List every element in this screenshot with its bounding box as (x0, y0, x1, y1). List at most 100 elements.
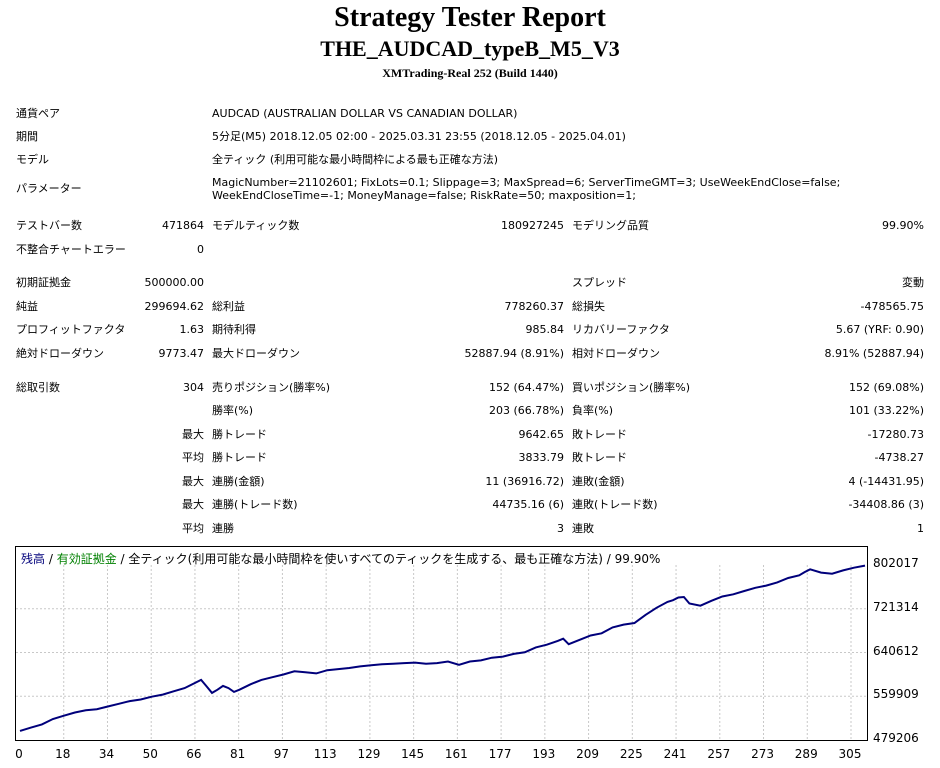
average-consec-prefix: 平均 (182, 522, 204, 535)
max-consec-profit-label: 連勝(トレード数) (212, 498, 298, 511)
gross-profit-label: 総利益 (212, 300, 245, 313)
max-consec-amount-prefix: 最大 (182, 498, 204, 511)
mismatch-value: 0 (197, 243, 204, 256)
gross-profit-value: 778260.37 (504, 300, 565, 313)
average-consec-wins-label: 連勝 (212, 522, 234, 535)
largest-win-label: 勝トレード (212, 428, 267, 441)
x-tick-label: 66 (186, 747, 202, 761)
loss-rate-label: 負率(%) (572, 404, 614, 417)
average-win-value: 3833.79 (518, 451, 565, 464)
model-ticks-value: 180927245 (501, 219, 564, 232)
relative-drawdown-value: 8.91% (52887.94) (824, 347, 924, 360)
period-value: 5分足(M5) 2018.12.05 02:00 - 2025.03.31 23… (212, 130, 626, 143)
params-line-2: WeekEndCloseTime=-1; MoneyManage=false; … (212, 189, 636, 202)
short-positions-label: 売りポジション(勝率%) (212, 381, 331, 394)
deposit-label: 初期証拠金 (16, 276, 71, 289)
max-consec-prefix: 最大 (182, 475, 204, 488)
relative-drawdown-label: 相対ドローダウン (572, 347, 660, 360)
largest-prefix: 最大 (182, 428, 204, 441)
x-tick-label: 257 (707, 747, 731, 761)
model-quality-label: モデリング品質 (572, 219, 649, 232)
deposit-value: 500000.00 (144, 276, 205, 289)
profit-factor-value: 1.63 (179, 323, 205, 336)
largest-win-value: 9642.65 (518, 428, 565, 441)
average-consec-losses-value: 1 (917, 522, 924, 535)
max-consec-wins-value: 11 (36916.72) (485, 475, 564, 488)
report-server: XMTrading-Real 252 (Build 1440) (382, 66, 558, 80)
balance-chart: 残高 / 有効証拠金 / 全ティック(利用可能な最小時間枠を使いすべてのティック… (15, 546, 868, 741)
legend-balance: 残高 (21, 552, 46, 566)
test-bars-value: 471864 (162, 219, 204, 232)
model-ticks-label: モデルティック数 (212, 219, 300, 232)
spread-value: 変動 (902, 276, 924, 289)
x-tick-label: 129 (357, 747, 381, 761)
x-tick-label: 273 (751, 747, 774, 761)
loss-rate-value: 101 (33.22%) (848, 404, 924, 417)
absolute-drawdown-label: 絶対ドローダウン (16, 347, 104, 360)
win-rate-label: 勝率(%) (212, 404, 254, 417)
long-positions-label: 買いポジション(勝率%) (572, 381, 691, 394)
total-trades-value: 304 (183, 381, 204, 394)
max-drawdown-value: 52887.94 (8.91%) (464, 347, 564, 360)
chart-legend: 残高 / 有効証拠金 / 全ティック(利用可能な最小時間枠を使いすべてのティック… (21, 550, 660, 567)
average-consec-losses-label: 連敗 (572, 522, 594, 535)
max-consec-profit-value: 44735.16 (6) (492, 498, 564, 511)
x-tick-label: 113 (313, 747, 337, 761)
y-tick-label: 559909 (873, 687, 919, 702)
pair-label: 通貨ペア (16, 107, 60, 120)
y-tick-label: 479206 (873, 731, 919, 745)
y-tick-label: 721314 (873, 599, 919, 614)
x-tick-label: 34 (98, 747, 115, 761)
legend-separator: / (45, 552, 57, 566)
params-label: パラメーター (16, 182, 82, 195)
x-tick-label: 18 (55, 747, 71, 761)
average-loss-value: -4738.27 (874, 451, 924, 464)
average-consec-wins-value: 3 (557, 522, 564, 535)
net-value: 299694.62 (144, 300, 205, 313)
pair-value: AUDCAD (AUSTRALIAN DOLLAR VS CANADIAN DO… (212, 107, 518, 120)
model-quality-value: 99.90% (882, 219, 924, 232)
max-consec-losses-label: 連敗(金額) (572, 475, 625, 488)
x-tick-label: 305 (838, 747, 862, 761)
expected-payoff-label: 期待利得 (212, 323, 256, 336)
balance-series-line (19, 564, 866, 732)
x-tick-label: 81 (230, 747, 246, 761)
mismatch-label: 不整合チャートエラー (16, 243, 126, 256)
period-label: 期間 (16, 130, 38, 143)
x-tick-label: 225 (619, 747, 643, 761)
x-tick-label: 209 (576, 747, 600, 761)
max-drawdown-label: 最大ドローダウン (212, 347, 300, 360)
recovery-factor-label: リカバリーファクタ (572, 323, 670, 336)
average-win-label: 勝トレード (212, 451, 267, 464)
y-tick-label: 640612 (873, 643, 919, 658)
short-positions-value: 152 (64.47%) (488, 381, 564, 394)
test-bars-label: テストバー数 (16, 219, 82, 232)
legend-description: / 全ティック(利用可能な最小時間枠を使いすべてのティックを生成する、最も正確な… (116, 552, 661, 566)
x-tick-label: 241 (663, 747, 687, 761)
x-tick-label: 161 (444, 747, 468, 761)
x-tick-label: 289 (794, 747, 818, 761)
recovery-factor-value: 5.67 (YRF: 0.90) (835, 323, 924, 336)
model-label: モデル (16, 153, 49, 166)
absolute-drawdown-value: 9773.47 (158, 347, 205, 360)
net-label: 純益 (16, 300, 38, 313)
expected-payoff-value: 985.84 (525, 323, 565, 336)
x-tick-label: 50 (142, 747, 158, 761)
long-positions-value: 152 (69.08%) (848, 381, 924, 394)
params-line-1: MagicNumber=21102601; FixLots=0.1; Slipp… (212, 176, 841, 189)
gross-loss-label: 総損失 (572, 300, 605, 313)
x-tick-label: 145 (401, 747, 425, 761)
largest-loss-label: 敗トレード (572, 428, 627, 441)
largest-loss-value: -17280.73 (867, 428, 924, 441)
x-tick-label: 97 (273, 747, 290, 761)
profit-factor-label: プロフィットファクタ (16, 323, 126, 336)
spread-label: スプレッド (572, 276, 627, 289)
max-consec-losses-value: 4 (-14431.95) (848, 475, 924, 488)
average-prefix: 平均 (182, 451, 204, 464)
gross-loss-value: -478565.75 (860, 300, 924, 313)
x-tick-label: 0 (15, 747, 23, 761)
balance-chart-svg (16, 564, 867, 740)
report-title: Strategy Tester Report (334, 2, 606, 33)
model-value: 全ティック (利用可能な最小時間枠による最も正確な方法) (212, 153, 499, 166)
x-tick-label: 177 (488, 747, 512, 761)
